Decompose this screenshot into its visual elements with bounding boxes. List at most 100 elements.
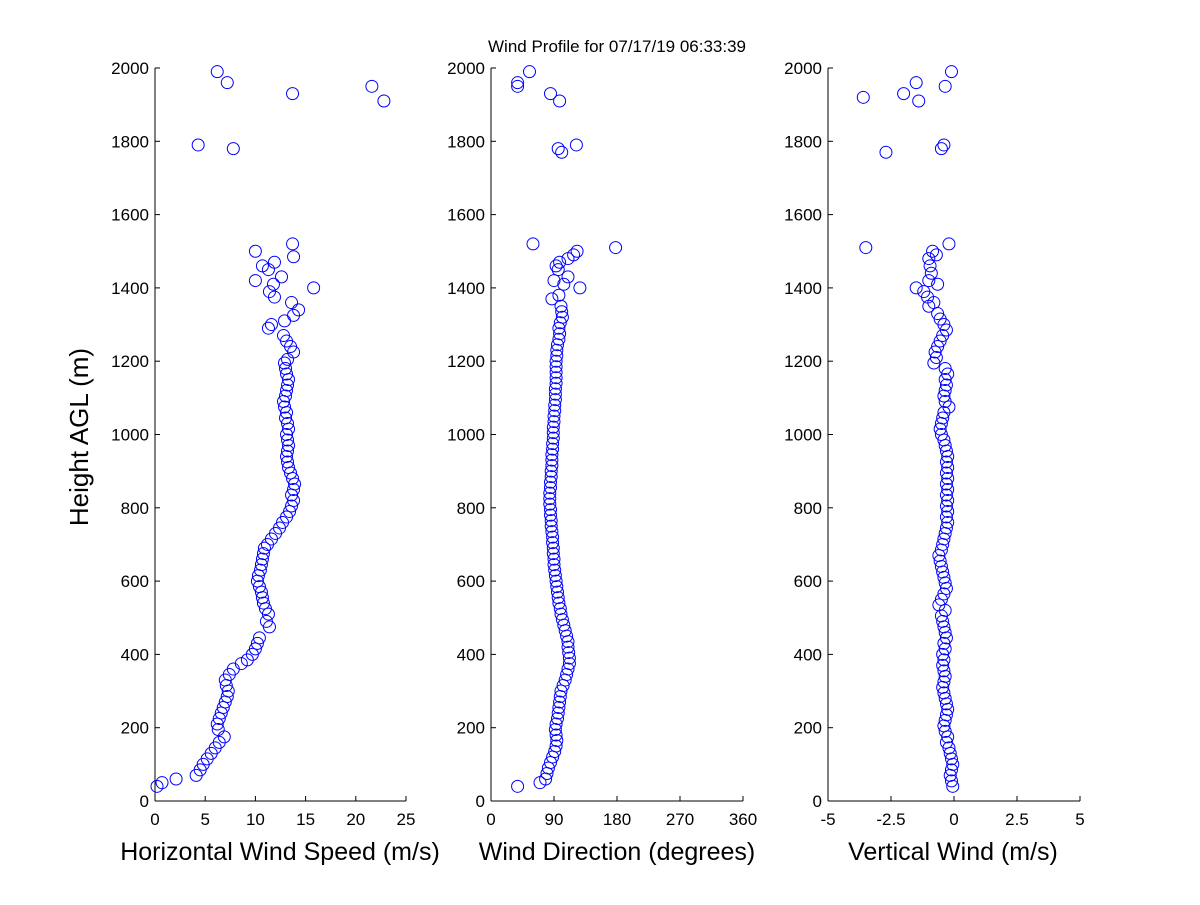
direction-data-point bbox=[562, 651, 576, 665]
direction-data-point bbox=[547, 552, 561, 566]
vertical-data-point bbox=[936, 411, 950, 425]
direction-data-point bbox=[549, 259, 563, 273]
speed-data-point bbox=[281, 455, 295, 469]
direction-data-point bbox=[550, 343, 564, 357]
direction-data-point bbox=[553, 255, 567, 269]
direction-x-tick-label: 270 bbox=[666, 810, 694, 829]
direction-data-point bbox=[554, 299, 568, 313]
speed-data-point bbox=[278, 356, 292, 370]
direction-y-tick-label: 1800 bbox=[447, 132, 485, 151]
direction-data-point bbox=[545, 292, 559, 306]
speed-x-tick-label: 5 bbox=[200, 810, 209, 829]
vertical-data-point bbox=[937, 636, 951, 650]
speed-data-point bbox=[257, 541, 271, 555]
vertical-data-point bbox=[942, 237, 956, 251]
vertical-y-tick-label: 1000 bbox=[784, 426, 822, 445]
speed-data-point bbox=[285, 499, 299, 513]
x-axis-label-direction: Wind Direction (degrees) bbox=[479, 838, 756, 866]
vertical-data-point bbox=[941, 471, 955, 485]
vertical-data-point bbox=[922, 252, 936, 266]
speed-data-point bbox=[287, 493, 301, 507]
vertical-data-point bbox=[939, 488, 953, 502]
direction-data-point bbox=[545, 448, 559, 462]
vertical-data-point bbox=[909, 281, 923, 295]
direction-data-point bbox=[548, 393, 562, 407]
direction-data-point bbox=[551, 706, 565, 720]
speed-data-point bbox=[264, 318, 278, 332]
speed-data-point bbox=[220, 690, 234, 704]
direction-data-point bbox=[554, 607, 568, 621]
figure-title: Wind Profile for 07/17/19 06:33:39 bbox=[488, 37, 746, 56]
vertical-data-point bbox=[927, 356, 941, 370]
direction-y-tick-label: 1200 bbox=[447, 352, 485, 371]
vertical-data-point bbox=[933, 312, 947, 326]
direction-data-point bbox=[544, 475, 557, 489]
direction-data-point bbox=[549, 354, 563, 368]
vertical-data-point bbox=[942, 741, 956, 755]
speed-data-point bbox=[226, 142, 240, 156]
direction-data-point bbox=[553, 94, 567, 108]
speed-data-point bbox=[277, 329, 291, 343]
speed-data-point bbox=[191, 138, 205, 152]
direction-data-point bbox=[549, 574, 563, 588]
vertical-data-point bbox=[939, 521, 953, 535]
direction-y-tick-label: 400 bbox=[457, 645, 485, 664]
speed-data-point bbox=[211, 723, 225, 737]
direction-data-point bbox=[547, 409, 561, 423]
vertical-data-point bbox=[939, 499, 953, 513]
speed-data-point bbox=[285, 296, 299, 310]
vertical-y-tick-label: 1400 bbox=[784, 279, 822, 298]
vertical-data-point bbox=[941, 482, 955, 496]
direction-data-point bbox=[551, 263, 565, 277]
speed-data-point bbox=[279, 389, 293, 403]
direction-data-point bbox=[561, 270, 575, 284]
direction-y-tick-label: 1600 bbox=[447, 206, 485, 225]
direction-data-point bbox=[555, 145, 569, 159]
vertical-data-point bbox=[934, 428, 948, 441]
direction-data-point bbox=[609, 241, 623, 255]
vertical-data-point bbox=[924, 266, 938, 280]
direction-data-point bbox=[544, 470, 558, 484]
direction-data-point bbox=[552, 288, 566, 302]
direction-data-point bbox=[548, 563, 562, 577]
speed-data-point bbox=[252, 580, 266, 594]
vertical-data-point bbox=[944, 763, 958, 777]
speed-x-tick-label: 10 bbox=[246, 810, 265, 829]
speed-y-tick-label: 1400 bbox=[111, 279, 149, 298]
direction-data-point bbox=[552, 701, 566, 715]
direction-data-point bbox=[547, 558, 561, 572]
vertical-data-point bbox=[938, 395, 952, 409]
direction-data-point bbox=[543, 486, 557, 500]
speed-data-point bbox=[210, 65, 224, 79]
direction-data-point bbox=[553, 602, 567, 616]
direction-data-point bbox=[549, 728, 563, 742]
vertical-data-point bbox=[859, 241, 873, 255]
direction-data-point bbox=[551, 712, 564, 726]
vertical-y-tick-label: 1600 bbox=[784, 206, 822, 225]
vertical-data-point bbox=[937, 664, 951, 678]
direction-y-tick-label: 1000 bbox=[447, 426, 485, 445]
vertical-data-point bbox=[932, 598, 946, 612]
speed-data-point bbox=[280, 449, 294, 463]
direction-data-point bbox=[546, 426, 560, 440]
speed-data-point bbox=[266, 277, 280, 291]
vertical-data-point bbox=[926, 244, 940, 258]
direction-data-point bbox=[555, 305, 569, 319]
direction-data-point bbox=[546, 431, 560, 445]
vertical-data-point bbox=[938, 362, 952, 376]
speed-data-point bbox=[169, 772, 183, 786]
speed-y-tick-label: 1200 bbox=[111, 352, 149, 371]
speed-data-point bbox=[280, 428, 294, 441]
speed-data-point bbox=[155, 776, 169, 790]
direction-data-point bbox=[549, 739, 563, 753]
speed-data-point bbox=[253, 563, 267, 577]
direction-data-point bbox=[544, 514, 558, 528]
speed-data-point bbox=[286, 87, 300, 101]
direction-y-tick-label: 600 bbox=[457, 572, 485, 591]
direction-data-point bbox=[548, 569, 562, 583]
direction-data-point bbox=[546, 442, 560, 456]
direction-data-point bbox=[544, 464, 558, 478]
direction-data-point bbox=[553, 327, 567, 341]
vertical-y-tick-label: 200 bbox=[794, 719, 822, 738]
